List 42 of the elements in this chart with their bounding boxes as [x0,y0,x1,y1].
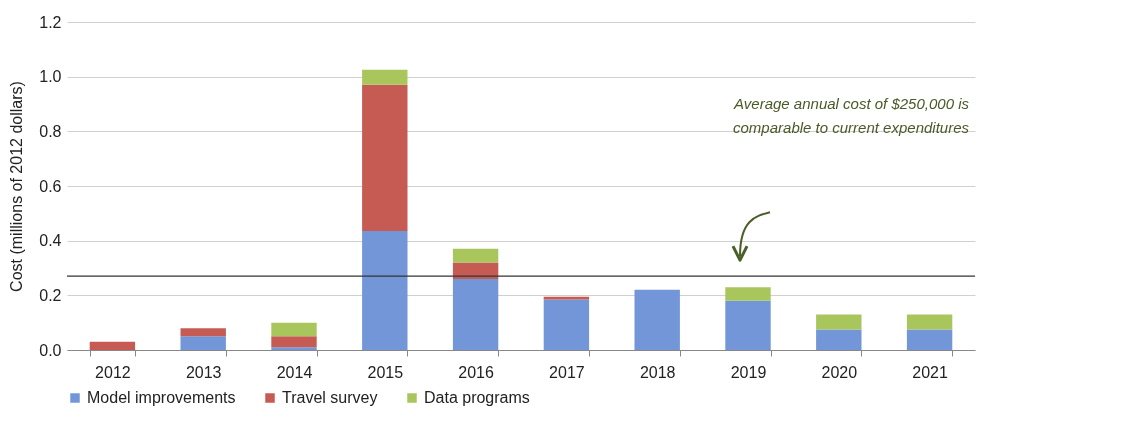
bar [725,287,771,301]
y-tick-label: 0.4 [39,232,62,250]
bar [362,231,408,350]
legend-label: Data programs [424,389,530,406]
bar [89,341,136,350]
bar [816,314,862,330]
bar [180,336,226,350]
bar [452,278,499,350]
x-tick-label: 2015 [367,363,404,381]
y-tick-label: 0.2 [39,286,62,304]
y-tick-label: 0.0 [39,341,62,359]
bar [180,328,226,337]
bar [271,347,317,350]
y-tick-label: 1.0 [39,68,62,86]
bar [906,314,953,330]
x-tick-label: 2017 [549,363,585,381]
x-tick-label: 2020 [821,363,858,381]
y-tick-label: 1.2 [39,13,62,31]
x-tick-label: 2014 [276,363,313,381]
legend-label: Travel survey [282,389,378,406]
bar [362,69,408,85]
bar [452,248,499,263]
x-tick-label: 2016 [458,363,494,381]
x-tick-label: 2019 [730,363,767,381]
bar [452,262,499,279]
bar [271,322,317,337]
y-axis-title: Cost (millions of 2012 dollars) [8,81,26,292]
bar [543,299,590,350]
bar [725,300,771,350]
bar [816,329,862,350]
x-tick-label: 2021 [912,363,948,381]
x-tick-label: 2013 [185,363,222,381]
bar [634,289,680,350]
annotation: Average annual cost of $250,000 is comparable to current expenditures [733,95,970,136]
bar [362,84,408,232]
y-tick-label: 0.6 [39,177,62,195]
bar [906,329,953,350]
y-tick-label: 0.8 [39,122,62,140]
x-tick-label: 2018 [639,363,676,381]
bar [271,336,317,348]
x-tick-label: 2012 [95,363,131,381]
legend-label: Model improvements [87,389,236,406]
